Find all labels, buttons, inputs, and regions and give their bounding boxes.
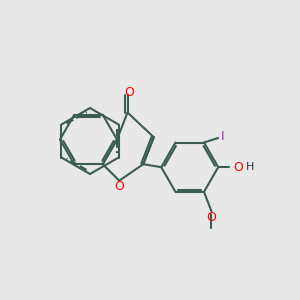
Text: H: H <box>246 162 254 172</box>
Text: O: O <box>124 85 134 99</box>
Text: O: O <box>233 161 243 174</box>
Text: O: O <box>114 180 124 193</box>
Text: I: I <box>221 130 224 143</box>
Text: O: O <box>206 212 216 224</box>
